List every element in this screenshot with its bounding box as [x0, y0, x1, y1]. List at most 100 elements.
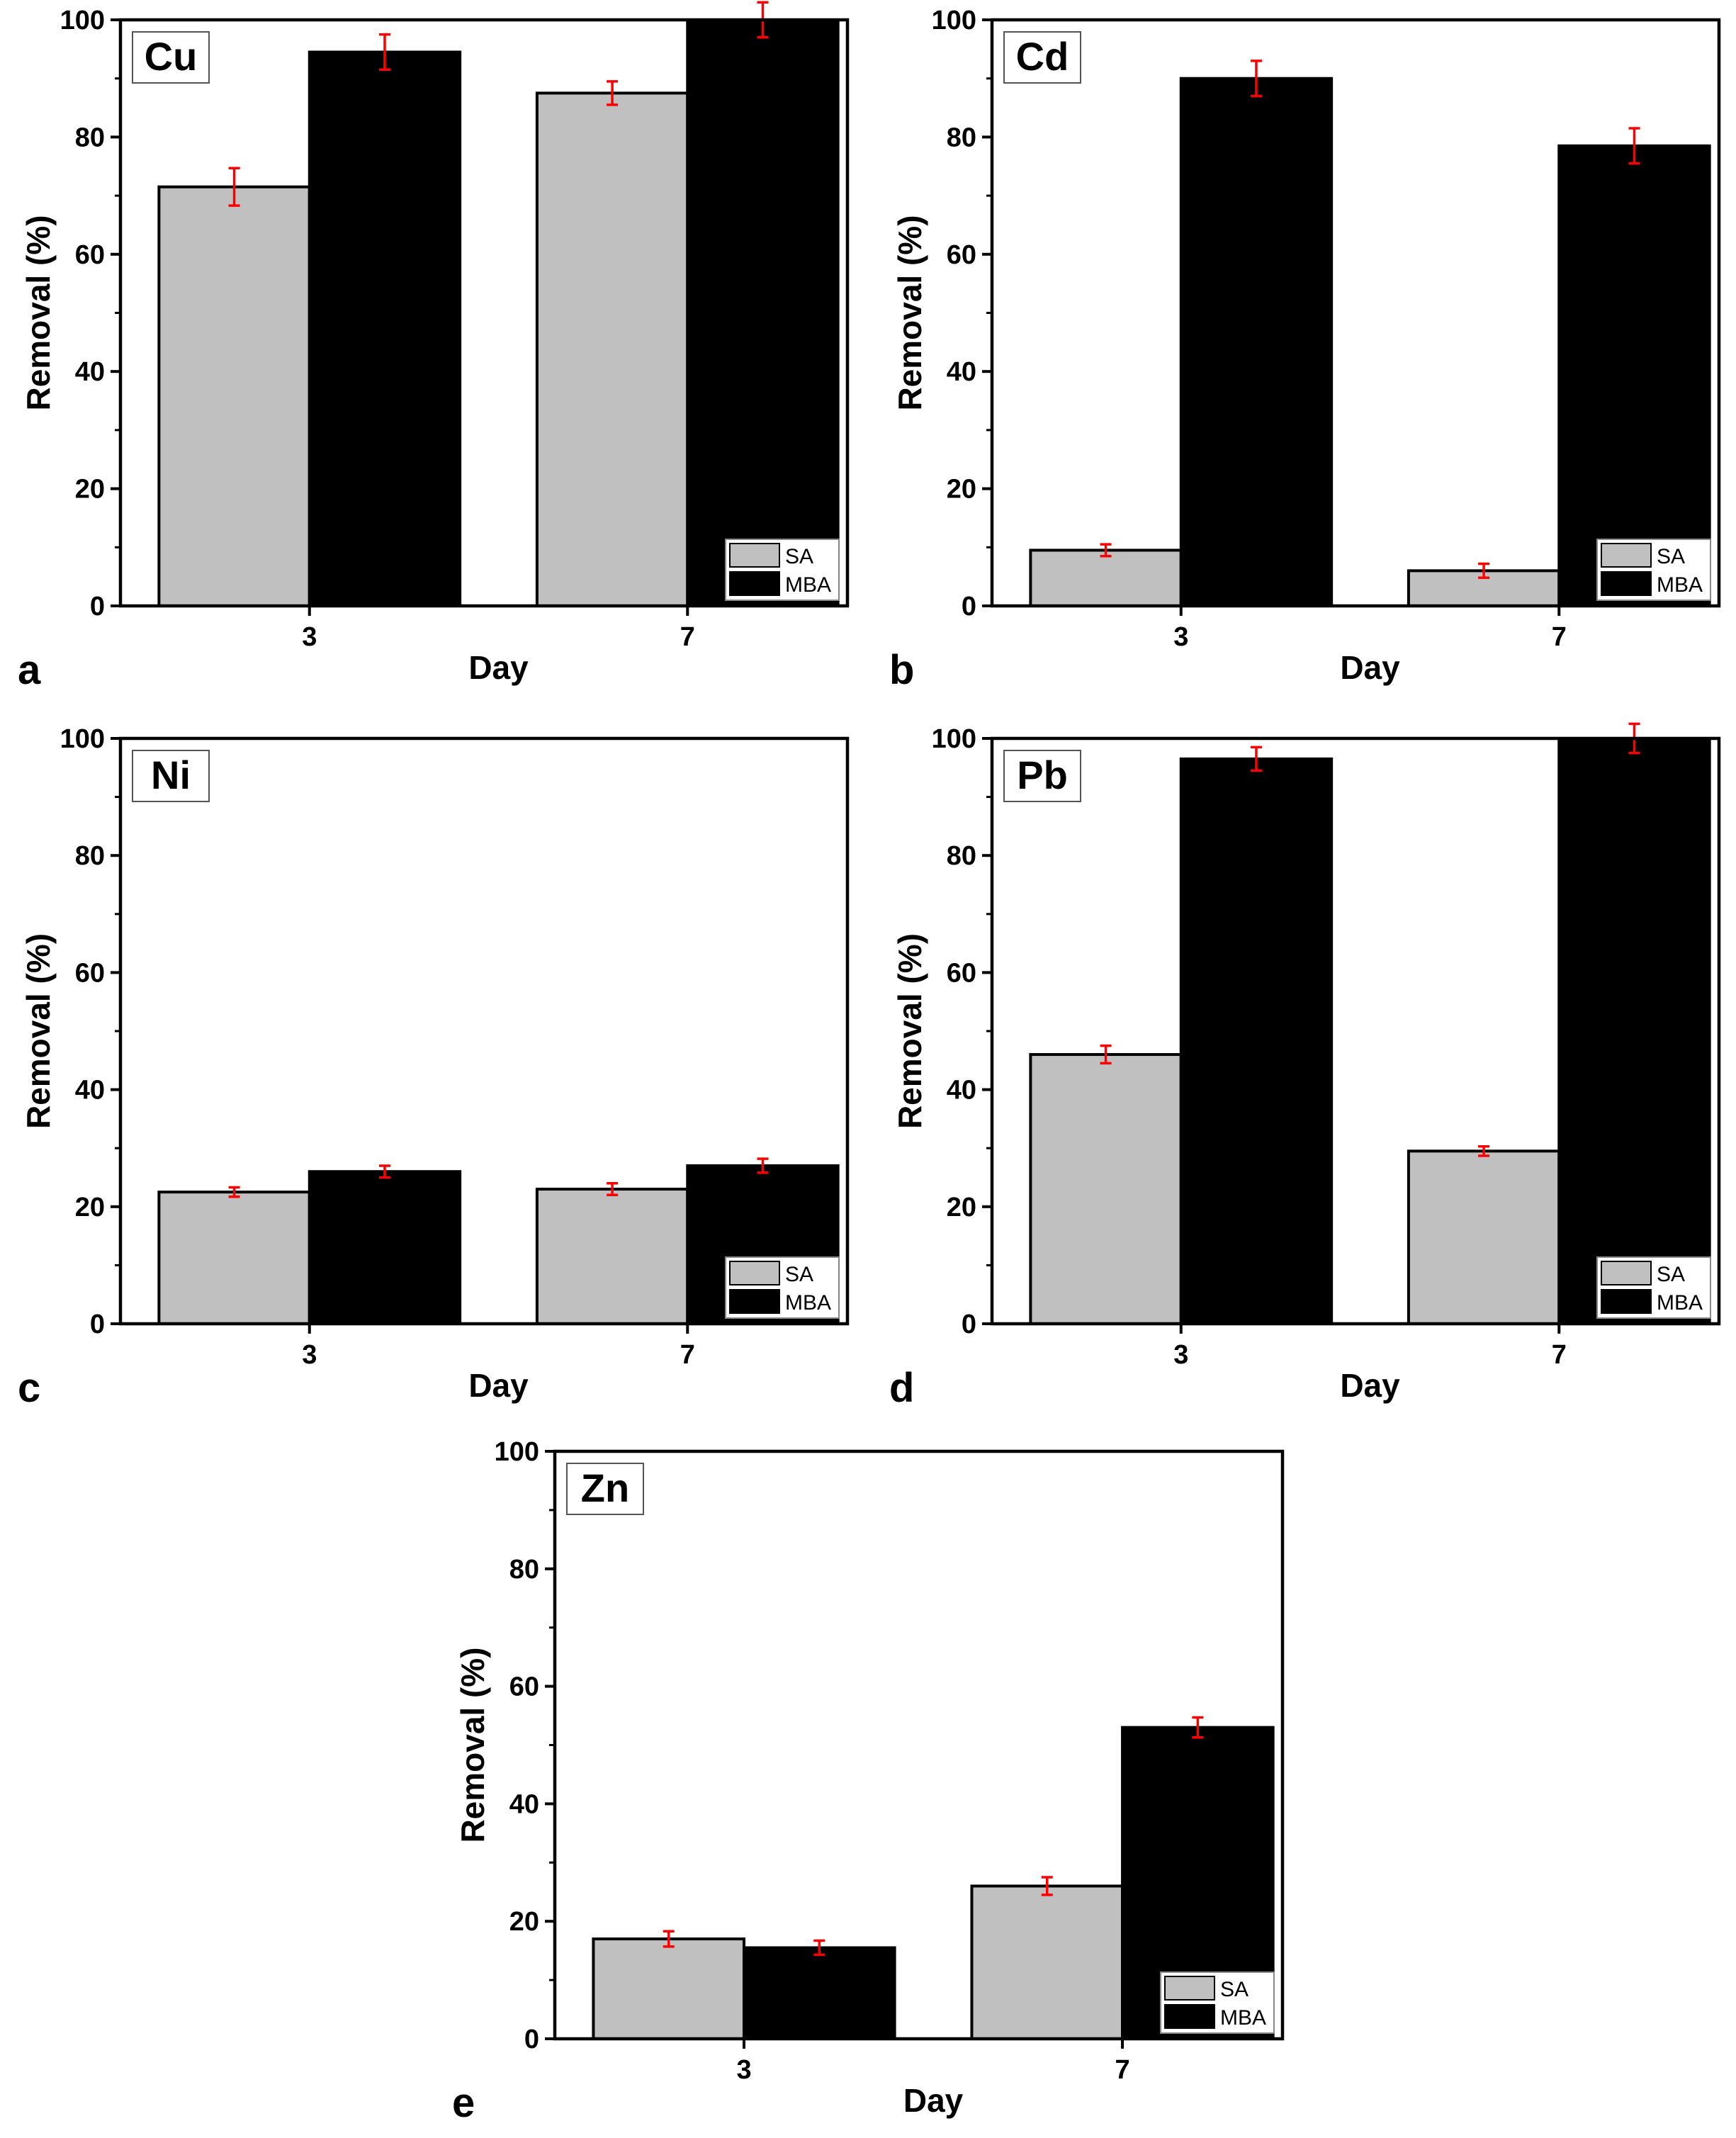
metal-label: Pb [1017, 753, 1068, 797]
x-axis-title: Day [1340, 1367, 1400, 1404]
y-tick-label: 100 [495, 1437, 539, 1467]
bar-sa-day-7 [535, 1188, 689, 1326]
error-bar-mba-day-3 [1250, 60, 1262, 98]
error-bar-sa-day-3 [228, 167, 240, 207]
legend-swatch-sa [1601, 1261, 1652, 1285]
y-axis-title: Removal (%) [20, 933, 57, 1129]
metal-label: Cd [1016, 34, 1069, 79]
bar-sa-day-3 [157, 185, 311, 607]
y-tick-label: 100 [60, 6, 105, 35]
bar-mba-day-3 [1179, 77, 1334, 607]
bar-mba-day-7 [1557, 737, 1711, 1325]
error-bar-sa-day-3 [1100, 1044, 1112, 1065]
bar-mba-day-7 [686, 18, 840, 607]
legend: SA MBA [725, 539, 840, 601]
y-axis-title: Removal (%) [20, 215, 57, 410]
error-bar-mba-day-3 [378, 33, 390, 72]
y-tick-label: 60 [947, 958, 976, 988]
legend-label-sa: SA [785, 545, 813, 568]
y-tick-label: 20 [75, 475, 105, 505]
error-bar-mba-day-7 [757, 1157, 769, 1174]
legend-label-sa: SA [1657, 545, 1685, 568]
x-tick-label: 7 [680, 1340, 695, 1370]
y-tick-label: 80 [947, 123, 976, 152]
y-tick-label: 80 [75, 123, 105, 152]
y-tick-label: 40 [75, 1076, 105, 1105]
y-tick-label: 80 [509, 1555, 539, 1585]
error-bar-mba-day-7 [1628, 127, 1640, 165]
y-tick-label: 80 [947, 841, 976, 871]
error-bar-mba-day-3 [378, 1164, 390, 1179]
y-axis-title: Removal (%) [891, 933, 928, 1129]
x-axis-title: Day [468, 649, 529, 686]
legend-swatch-mba [1601, 1289, 1652, 1314]
legend-swatch-sa [729, 543, 780, 568]
chart-panel-e: 0 20 40 60 80 100 3 7 Day Removal (%) Zn SA MBA e [452, 1437, 1285, 2126]
y-tick-label: 60 [75, 240, 105, 270]
error-bar-sa-day-7 [607, 80, 619, 106]
chart-panel-b: 0 20 40 60 80 100 3 7 Day Removal (%) Cd SA MBA b [889, 6, 1721, 693]
legend: SA MBA [1596, 1256, 1711, 1319]
metal-label-box: Cu [132, 31, 210, 84]
legend-label-mba: MBA [1220, 2006, 1266, 2030]
y-tick-label: 0 [962, 592, 976, 621]
y-axis-title: Removal (%) [891, 215, 928, 410]
error-bar-sa-day-3 [663, 1930, 675, 1948]
bar-sa-day-7 [535, 91, 689, 607]
legend-swatch-sa [1601, 543, 1652, 568]
y-tick-label: 0 [524, 2025, 539, 2054]
x-tick-label: 7 [1552, 622, 1567, 652]
y-tick-label: 0 [962, 1310, 976, 1339]
y-tick-label: 100 [932, 6, 976, 35]
panel-letter: e [452, 2080, 475, 2126]
legend: SA MBA [1596, 539, 1711, 601]
y-axis-title: Removal (%) [454, 1647, 491, 1842]
y-tick-label: 20 [75, 1193, 105, 1222]
y-tick-label: 0 [90, 1310, 105, 1339]
y-tick-label: 40 [947, 1076, 976, 1105]
legend-label-sa: SA [785, 1263, 813, 1286]
bar-mba-day-3 [308, 1170, 462, 1325]
x-tick-label: 3 [302, 622, 317, 652]
error-bar-mba-day-3 [1250, 746, 1262, 772]
x-axis-title: Day [903, 2082, 964, 2119]
panel-letter: a [18, 647, 41, 693]
metal-label-box: Pb [1003, 750, 1081, 802]
x-tick-label: 7 [680, 622, 695, 652]
legend-swatch-mba [1164, 2004, 1215, 2029]
legend-label-sa: SA [1657, 1263, 1685, 1286]
legend-swatch-sa [1164, 1976, 1215, 2001]
x-axis-title: Day [468, 1367, 529, 1404]
x-tick-label: 3 [302, 1340, 317, 1370]
legend-label-sa: SA [1220, 1978, 1249, 2001]
chart-panel-a: 0 20 40 60 80 100 3 7 Day Removal (%) Cu SA MBA a [18, 1, 850, 693]
metal-label-box: Ni [132, 750, 210, 802]
y-tick-label: 20 [509, 1907, 539, 1937]
bar-mba-day-3 [308, 50, 462, 608]
error-bar-sa-day-7 [1478, 562, 1490, 580]
y-tick-label: 40 [947, 357, 976, 387]
bar-mba-day-3 [1179, 757, 1334, 1326]
metal-label: Ni [151, 753, 191, 797]
legend-swatch-mba [1601, 571, 1652, 596]
y-tick-label: 60 [75, 958, 105, 988]
y-tick-label: 40 [509, 1789, 539, 1819]
bar-sa-day-7 [970, 1884, 1125, 2040]
legend: SA MBA [725, 1256, 840, 1319]
metal-label: Cu [145, 34, 198, 79]
y-tick-label: 60 [947, 240, 976, 270]
chart-panel-d: 0 20 40 60 80 100 3 7 Day Removal (%) Pb SA MBA d [889, 722, 1721, 1411]
error-bar-sa-day-7 [1478, 1144, 1490, 1157]
y-tick-label: 40 [75, 357, 105, 387]
legend-label-mba: MBA [1657, 573, 1703, 597]
error-bar-sa-day-3 [228, 1186, 240, 1198]
y-tick-label: 60 [509, 1672, 539, 1702]
bar-sa-day-7 [1407, 1149, 1561, 1325]
chart-panel-c: 0 20 40 60 80 100 3 7 Day Removal (%) Ni SA MBA c [18, 724, 850, 1411]
x-tick-label: 3 [736, 2055, 751, 2085]
panel-letter: d [889, 1365, 914, 1411]
metal-label-box: Zn [566, 1463, 644, 1515]
legend-swatch-mba [729, 1289, 780, 1314]
legend-label-mba: MBA [1657, 1291, 1703, 1315]
